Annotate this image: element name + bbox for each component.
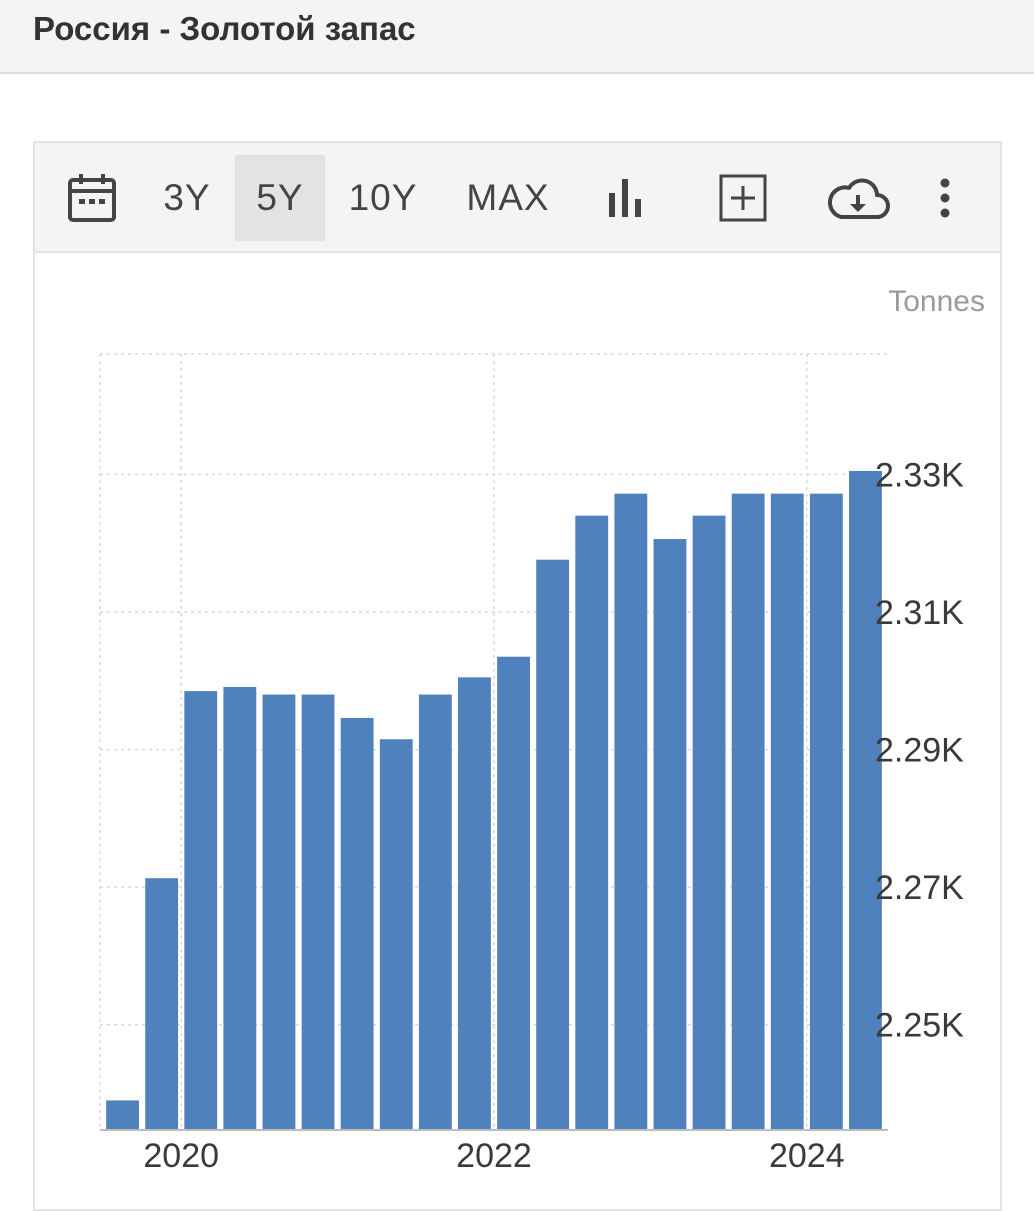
bar[interactable] <box>731 493 765 1131</box>
add-icon[interactable] <box>715 155 771 241</box>
bar[interactable] <box>692 515 726 1130</box>
bar[interactable] <box>849 470 882 1131</box>
y-tick-label: 2.25K <box>875 1007 964 1045</box>
x-tick-label: 2022 <box>456 1137 532 1175</box>
page-title: Россия - Золотой запас <box>33 10 416 47</box>
range-3y-button[interactable]: 3Y <box>163 177 211 218</box>
bar[interactable] <box>536 559 570 1130</box>
grid-layer <box>99 353 888 1130</box>
bar[interactable] <box>418 694 452 1130</box>
bar[interactable] <box>262 694 296 1130</box>
bar[interactable] <box>145 878 179 1130</box>
more-vertical-icon[interactable] <box>933 155 957 241</box>
bar[interactable] <box>223 686 257 1130</box>
bars-layer <box>106 470 882 1131</box>
bar[interactable] <box>340 717 374 1130</box>
unit-label: Tonnes <box>888 285 985 318</box>
cloud-download-icon[interactable] <box>823 155 893 241</box>
bar[interactable] <box>106 1100 139 1130</box>
chart-toolbar: 3Y 5Y 10Y MAX <box>35 143 1000 253</box>
bar[interactable] <box>184 691 218 1130</box>
bar[interactable] <box>497 656 530 1130</box>
bar[interactable] <box>614 493 648 1131</box>
range-max-button[interactable]: MAX <box>466 177 550 218</box>
bar-chart: Tonnes 2.25K 2.27K 2.29K 2.31K 2.33K 2020 2022… <box>99 285 985 1175</box>
y-tick-label: 2.33K <box>875 456 964 494</box>
x-tick-label: 2024 <box>769 1137 845 1175</box>
y-tick-label: 2.31K <box>875 594 964 632</box>
y-tick-label: 2.29K <box>875 732 964 770</box>
chart-card: 3Y 5Y 10Y MAX <box>33 141 1002 1211</box>
bar[interactable] <box>379 739 413 1130</box>
bar[interactable] <box>458 677 491 1130</box>
bar-chart-icon[interactable] <box>601 155 649 241</box>
x-tick-label: 2020 <box>143 1137 219 1175</box>
bar[interactable] <box>653 539 687 1130</box>
calendar-icon[interactable] <box>63 155 121 241</box>
range-5y-button[interactable]: 5Y <box>235 155 325 241</box>
y-tick-label: 2.27K <box>875 869 964 907</box>
bar[interactable] <box>809 493 843 1131</box>
axis-layer: 2.25K 2.27K 2.29K 2.31K 2.33K 2020 2022 2024 <box>100 456 964 1175</box>
bar[interactable] <box>575 515 609 1130</box>
page-header: Россия - Золотой запас <box>0 0 1034 74</box>
range-10y-button[interactable]: 10Y <box>348 177 418 218</box>
bar[interactable] <box>301 694 335 1130</box>
bar[interactable] <box>770 493 804 1131</box>
